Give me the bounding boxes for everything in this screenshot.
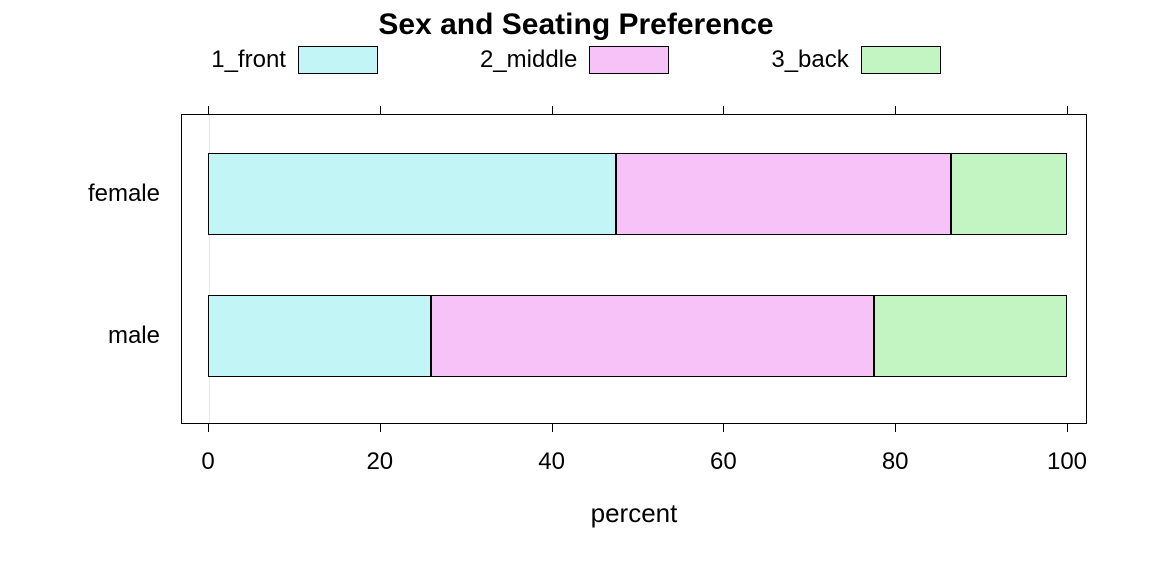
bar-row — [208, 295, 1067, 377]
legend-label: 2_middle — [480, 46, 577, 74]
x-tick-bottom — [208, 424, 209, 432]
x-tick-top — [723, 106, 724, 114]
chart-title: Sex and Seating Preference — [0, 8, 1152, 42]
x-tick-top — [552, 106, 553, 114]
x-axis-label: percent — [591, 498, 678, 529]
x-tick-label: 20 — [366, 448, 393, 476]
y-tick-label: female — [88, 180, 160, 208]
bar-segment — [874, 295, 1067, 377]
x-tick-label: 0 — [201, 448, 214, 476]
bar-segment — [431, 295, 873, 377]
y-tick-label: male — [108, 322, 160, 350]
bar-row — [208, 153, 1067, 235]
legend-swatch — [861, 46, 941, 74]
x-tick-bottom — [380, 424, 381, 432]
legend-label: 1_front — [211, 46, 286, 74]
x-tick-label: 80 — [882, 448, 909, 476]
bar-segment — [208, 295, 431, 377]
legend-swatch — [589, 46, 669, 74]
x-tick-bottom — [723, 424, 724, 432]
bar-segment — [616, 153, 951, 235]
x-tick-bottom — [1067, 424, 1068, 432]
x-tick-label: 100 — [1047, 448, 1087, 476]
bar-segment — [208, 153, 616, 235]
x-tick-top — [1067, 106, 1068, 114]
x-tick-top — [895, 106, 896, 114]
x-tick-top — [380, 106, 381, 114]
x-tick-label: 60 — [710, 448, 737, 476]
chart-canvas: Sex and Seating Preference 1_front 2_midd… — [0, 0, 1152, 576]
bar-segment — [951, 153, 1067, 235]
legend-swatch — [298, 46, 378, 74]
legend-label: 3_back — [771, 46, 848, 74]
legend: 1_front 2_middle 3_back — [0, 46, 1152, 74]
x-tick-label: 40 — [538, 448, 565, 476]
x-tick-bottom — [895, 424, 896, 432]
x-tick-bottom — [552, 424, 553, 432]
x-tick-top — [208, 106, 209, 114]
